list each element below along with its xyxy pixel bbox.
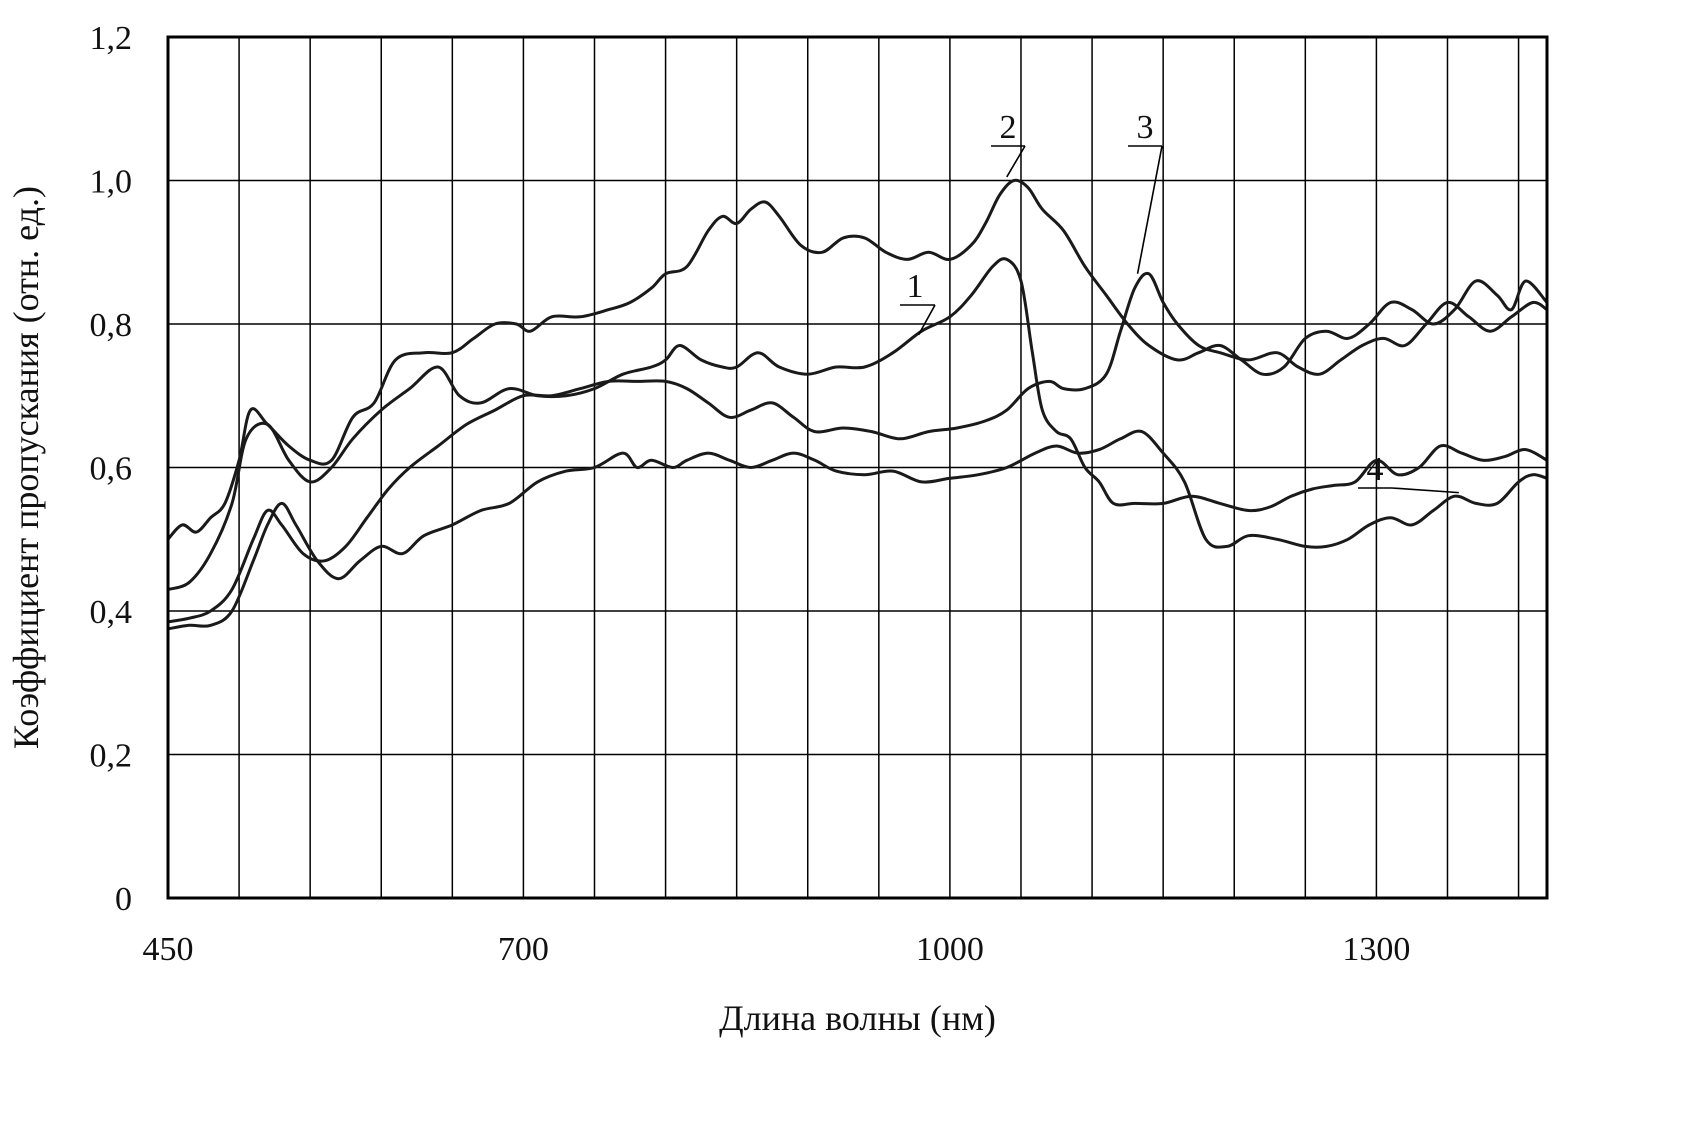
curve-2 (166, 178, 1549, 541)
x-tick-label-450: 450 (143, 931, 194, 968)
curve-label-1: 1 (907, 268, 924, 305)
x-tick-label-700: 700 (498, 931, 549, 968)
curve-3 (166, 271, 1549, 624)
leader-line-1 (917, 304, 936, 336)
plot-frame (166, 35, 1549, 900)
y-axis-title: Коэффициент пропускания (отн. ед.) (6, 186, 46, 749)
curve-leader-lines (900, 145, 1459, 494)
y-tick-label-1: 1,0 (90, 164, 133, 201)
curve-labels: 1 2 3 4 (907, 109, 1384, 488)
leader-line-2 (1006, 145, 1026, 178)
y-tick-label-0: 0 (115, 881, 132, 918)
x-axis-title: Длина волны (нм) (719, 998, 996, 1038)
y-tick-label-0-4: 0,4 (90, 594, 133, 631)
x-tick-label-1000: 1000 (916, 931, 984, 968)
curve-4 (166, 429, 1549, 631)
leader-line-3 (1136, 145, 1163, 274)
y-tick-label-1-2: 1,2 (90, 20, 133, 57)
curve-1 (166, 257, 1549, 591)
curves (166, 178, 1549, 631)
curve-label-4: 4 (1367, 451, 1384, 488)
curve-label-3: 3 (1137, 109, 1154, 146)
y-tick-label-0-6: 0,6 (90, 451, 133, 488)
x-tick-labels: 450 700 1000 1300 (143, 931, 1411, 968)
curve-label-2: 2 (1000, 109, 1017, 146)
y-tick-labels: 0 0,2 0,4 0,6 0,8 1,0 1,2 (90, 20, 133, 918)
x-tick-label-1300: 1300 (1342, 931, 1410, 968)
y-tick-label-0-2: 0,2 (90, 738, 133, 775)
horizontal-grid-lines (168, 36, 1547, 899)
y-tick-label-0-8: 0,8 (90, 307, 133, 344)
leader-line-4 (1391, 487, 1459, 494)
